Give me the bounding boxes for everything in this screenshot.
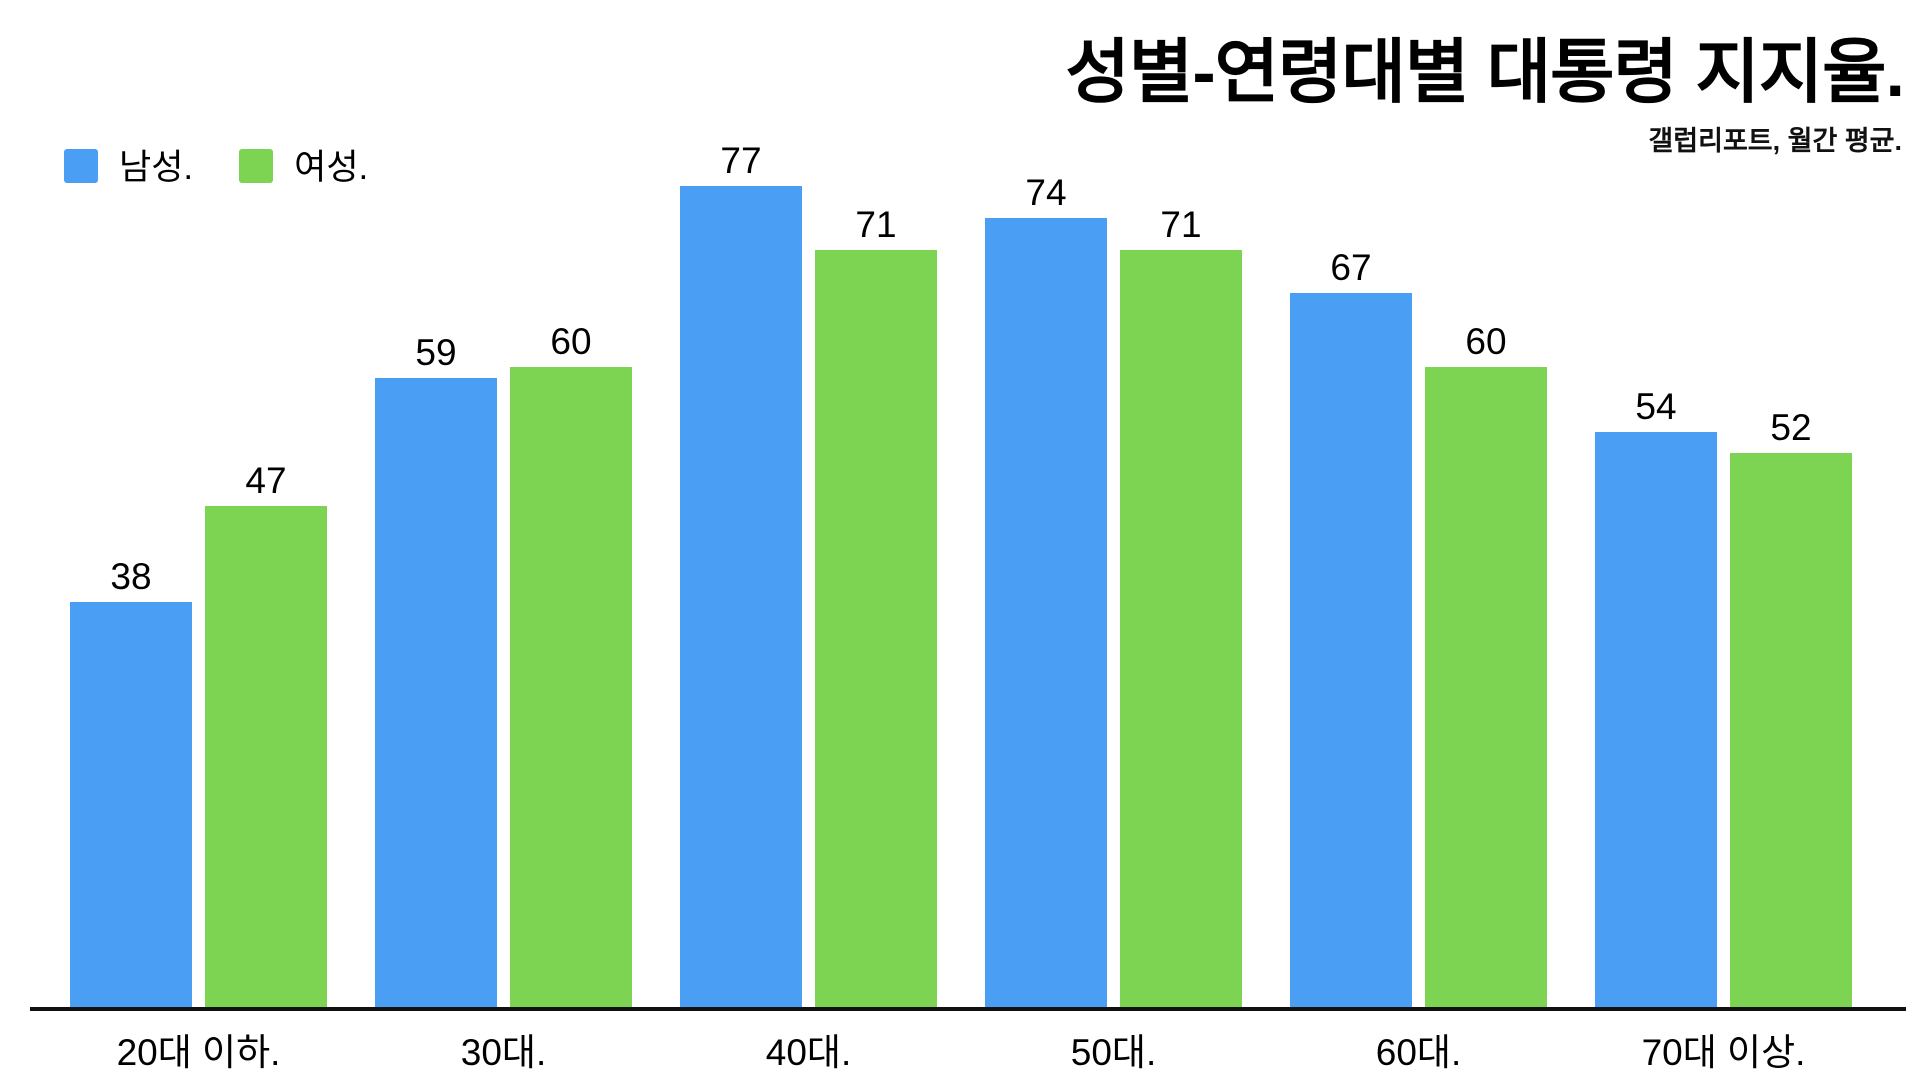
category-label-5: 70대 이상. [1641, 1032, 1806, 1073]
legend-label-series1: 여성. [294, 148, 369, 187]
bar-series0-group5: 54 [1595, 388, 1717, 1008]
bar-series0-group4: 67 [1290, 249, 1412, 1008]
bar-value-label: 52 [1770, 407, 1812, 448]
category-label-4: 60대. [1375, 1032, 1462, 1073]
legend-item-series1: 여성. [239, 146, 368, 185]
legend-swatch-series0 [64, 148, 98, 183]
category-label-2: 40대. [765, 1032, 852, 1073]
bar-group-4: 67 60 60대. [1290, 249, 1547, 1071]
bar-series1-group4: 60 [1425, 323, 1547, 1008]
bar-group-5: 54 52 70대 이상. [1595, 388, 1852, 1071]
bar-group-0: 38 47 20대 이하. [70, 462, 327, 1071]
legend-item-series0: 남성. [64, 146, 193, 185]
bar-series1-group1: 60 [510, 323, 632, 1008]
plot-area: 38 47 20대 이하. 59 60 30대. 77 71 40대. 74 71 50대. 67 60 6… [70, 142, 1852, 1071]
bar-value-label: 60 [550, 321, 592, 362]
category-label-0: 20대 이하. [116, 1032, 281, 1073]
chart-subtitle: 갤럽리포트, 월간 평균. [1648, 126, 1902, 156]
legend: 남성. 여성. [64, 146, 368, 185]
bar-value-label: 67 [1330, 247, 1372, 288]
bar-series1-group2: 71 [815, 206, 937, 1008]
bar-group-2: 77 71 40대. [680, 142, 937, 1071]
bar-group-3: 74 71 50대. [985, 174, 1242, 1071]
bar-series1-group0: 47 [205, 462, 327, 1008]
bar-value-label: 54 [1635, 386, 1677, 427]
bar-series1-group5: 52 [1730, 409, 1852, 1008]
category-label-3: 50대. [1070, 1032, 1157, 1073]
bar-value-label: 47 [245, 460, 287, 501]
bar-value-label: 38 [110, 556, 152, 597]
x-axis-line [30, 1007, 1906, 1011]
legend-label-series0: 남성. [119, 148, 194, 187]
bar-series0-group1: 59 [375, 334, 497, 1008]
bar-series0-group0: 38 [70, 558, 192, 1008]
legend-swatch-series1 [239, 148, 274, 183]
bar-series0-group2: 77 [680, 142, 802, 1008]
bar-value-label: 71 [1160, 204, 1202, 245]
bar-series1-group3: 71 [1120, 206, 1242, 1008]
category-label-1: 30대. [460, 1032, 547, 1073]
bar-group-1: 59 60 30대. [375, 323, 632, 1071]
bar-value-label: 59 [415, 332, 457, 373]
chart-title: 성별-연령대별 대통령 지지율. [1065, 33, 1905, 111]
bar-value-label: 77 [720, 140, 762, 181]
bar-series0-group3: 74 [985, 174, 1107, 1008]
bar-value-label: 60 [1465, 321, 1507, 362]
bar-value-label: 71 [855, 204, 897, 245]
bar-value-label: 74 [1025, 172, 1067, 213]
